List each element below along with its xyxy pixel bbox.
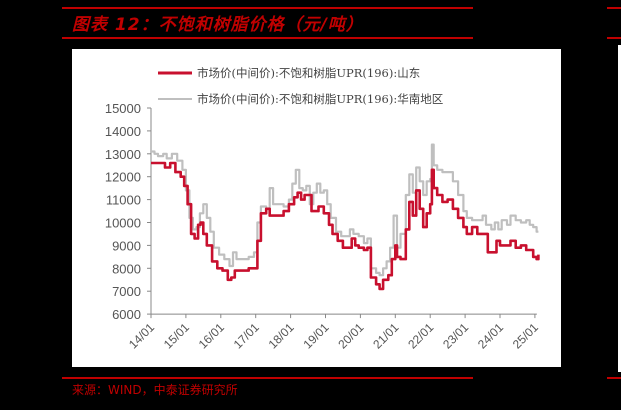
x-tick-label: 25/01 xyxy=(510,320,541,351)
adjacent-panel-edge xyxy=(618,45,621,372)
x-tick-label: 20/01 xyxy=(335,320,366,351)
x-tick-label: 17/01 xyxy=(231,320,262,351)
x-tick-label: 22/01 xyxy=(405,320,436,351)
series-line-south-china xyxy=(151,143,539,277)
x-tick-label: 16/01 xyxy=(196,320,227,351)
title-bottom-rule-right xyxy=(607,37,621,39)
title-bottom-rule xyxy=(62,37,473,39)
x-tick-label: 18/01 xyxy=(266,320,297,351)
y-tick-label: 7000 xyxy=(112,284,141,299)
y-tick-label: 15000 xyxy=(105,101,141,116)
source-note: 来源：WIND，中泰证券研究所 xyxy=(72,383,238,397)
y-tick-label: 8000 xyxy=(112,261,141,276)
y-tick-label: 9000 xyxy=(112,238,141,253)
series-line-shandong xyxy=(151,161,540,291)
y-tick-label: 6000 xyxy=(112,307,141,322)
legend-label-shandong: 市场价(中间价):不饱和树脂UPR(196):山东 xyxy=(197,66,420,80)
legend-label-south-china: 市场价(中间价):不饱和树脂UPR(196):华南地区 xyxy=(197,92,443,106)
x-tick-label: 15/01 xyxy=(161,320,192,351)
series-lines xyxy=(151,143,540,291)
legend: 市场价(中间价):不饱和树脂UPR(196):山东 市场价(中间价):不饱和树脂… xyxy=(158,66,443,106)
figure-title: 图表 12：不饱和树脂价格（元/吨） xyxy=(72,15,364,35)
y-tick-label: 11000 xyxy=(106,193,141,208)
title-top-rule xyxy=(62,7,473,9)
x-tick-label: 21/01 xyxy=(370,320,401,351)
x-tick-label: 24/01 xyxy=(475,320,506,351)
y-tick-label: 10000 xyxy=(105,216,141,231)
y-tick-label: 14000 xyxy=(105,124,141,139)
x-tick-label: 23/01 xyxy=(440,320,471,351)
source-top-rule-right xyxy=(607,377,621,379)
y-tick-label: 12000 xyxy=(105,170,141,185)
x-tick-label: 19/01 xyxy=(300,320,331,351)
source-top-rule xyxy=(62,377,473,379)
title-top-rule-right xyxy=(607,7,621,9)
y-tick-label: 13000 xyxy=(105,147,141,162)
x-tick-label: 14/01 xyxy=(126,320,157,351)
